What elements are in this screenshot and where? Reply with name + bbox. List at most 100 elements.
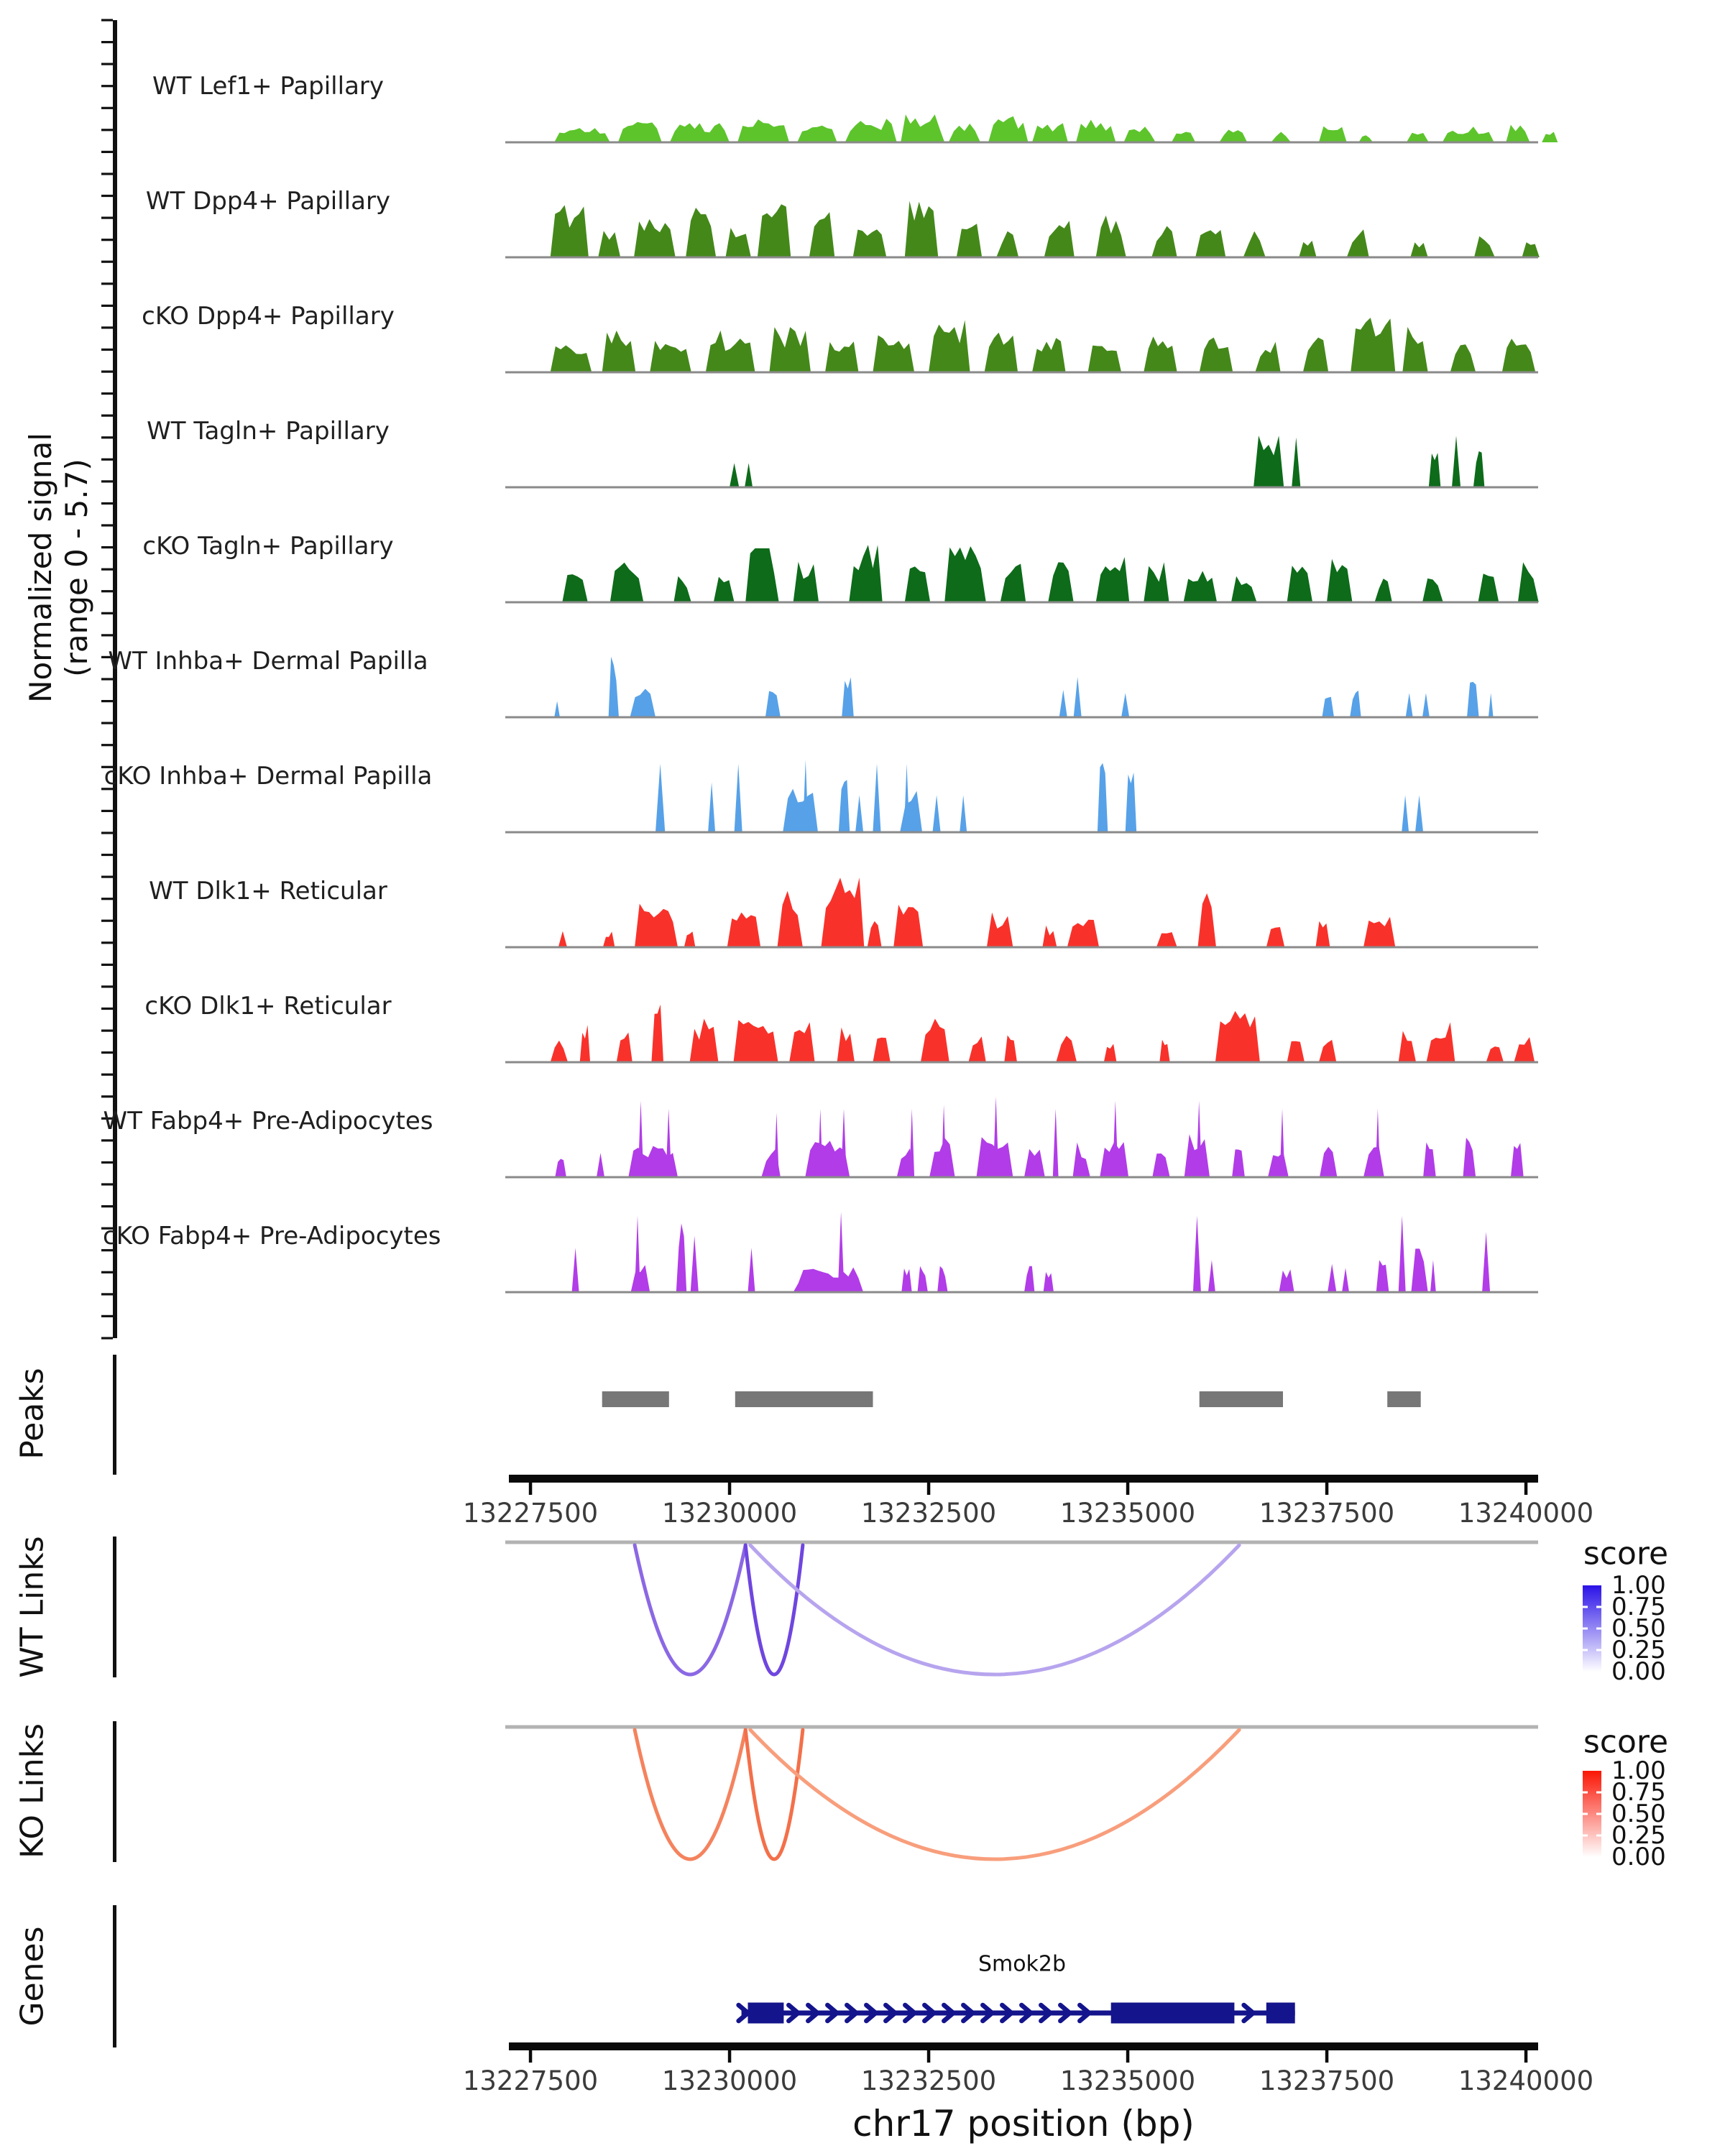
legend-tick-label: 0.75 bbox=[1611, 1778, 1666, 1807]
signal-peak bbox=[777, 890, 803, 947]
strand-arrow-icon bbox=[786, 2002, 802, 2024]
signal-peak bbox=[1231, 576, 1257, 602]
y-axis-tick bbox=[101, 744, 113, 747]
signal-peak bbox=[873, 763, 881, 832]
signal-peak bbox=[1144, 562, 1169, 602]
y-axis-tick bbox=[101, 172, 113, 175]
signal-peak bbox=[904, 566, 931, 602]
legend-tick bbox=[1596, 1627, 1601, 1630]
peak-interval bbox=[1387, 1391, 1421, 1407]
signal-peak bbox=[1442, 126, 1494, 142]
signal-peak bbox=[1183, 571, 1218, 602]
signal-peak bbox=[1032, 338, 1066, 372]
legend-tick-label: 0.25 bbox=[1611, 1636, 1666, 1664]
signal-peak bbox=[1315, 921, 1330, 947]
ko-link-arc bbox=[748, 1728, 1241, 1861]
gene-exon bbox=[1110, 2002, 1235, 2024]
signal-peak bbox=[635, 1215, 640, 1292]
strand-arrow-icon bbox=[1058, 2002, 1074, 2024]
signal-peak bbox=[904, 201, 939, 257]
signal-peak bbox=[1067, 919, 1100, 947]
signal-peak bbox=[1215, 1010, 1260, 1062]
signal-peak bbox=[900, 791, 923, 832]
signal-track-8 bbox=[505, 877, 1538, 949]
signal-peak bbox=[789, 1022, 815, 1062]
track-label: cKO Inhba+ Dermal Papilla bbox=[104, 762, 433, 791]
strand-arrow-icon bbox=[1241, 2002, 1257, 2024]
signal-peak bbox=[825, 341, 859, 372]
peak-interval bbox=[1199, 1391, 1283, 1407]
signal-peak bbox=[1024, 1148, 1045, 1177]
signal-peak bbox=[993, 1097, 999, 1177]
y-axis-tick bbox=[101, 194, 113, 198]
ko-link-arc bbox=[632, 1728, 748, 1861]
y-axis-tick bbox=[101, 1183, 113, 1186]
signal-peak bbox=[1328, 1263, 1337, 1292]
signal-track-9 bbox=[505, 1004, 1538, 1064]
y-axis-tick bbox=[101, 1117, 113, 1120]
signal-peak bbox=[1299, 240, 1317, 257]
signal-peak bbox=[1522, 242, 1540, 257]
signal-peak bbox=[689, 1018, 719, 1062]
signal-peak bbox=[1032, 123, 1068, 142]
y-axis-tick bbox=[101, 129, 113, 132]
signal-peak bbox=[554, 701, 560, 717]
y-axis-tick bbox=[101, 1139, 113, 1142]
signal-peak bbox=[1482, 1232, 1491, 1292]
signal-peak bbox=[793, 561, 819, 602]
signal-peak bbox=[1268, 1152, 1289, 1177]
signal-peak bbox=[1320, 1146, 1338, 1177]
signal-peak bbox=[1171, 132, 1196, 142]
gene-body-line bbox=[741, 2010, 1295, 2016]
signal-peak bbox=[571, 1248, 579, 1292]
signal-peak bbox=[901, 1268, 912, 1292]
genomic-axis-tick-label: 13235000 bbox=[1059, 2065, 1196, 2096]
y-axis-tick bbox=[101, 63, 113, 65]
signal-peak bbox=[1473, 451, 1485, 487]
genomic-axis-tick bbox=[1325, 2050, 1329, 2063]
wt-link-arc bbox=[632, 1543, 748, 1677]
signal-peak bbox=[867, 921, 882, 947]
signal-peak bbox=[1426, 1022, 1455, 1062]
signal-peak bbox=[550, 205, 589, 257]
y-axis-tick bbox=[101, 480, 113, 483]
y-axis-tick bbox=[101, 1161, 113, 1164]
genomic-axis-tick-label: 13232500 bbox=[860, 1498, 997, 1529]
y-axis-tick bbox=[101, 722, 113, 724]
signal-peak bbox=[1488, 693, 1494, 717]
signal-peak bbox=[1374, 579, 1392, 602]
genes-section-label: Genes bbox=[14, 1926, 51, 2027]
legend-tick-label: 0.50 bbox=[1611, 1800, 1666, 1828]
signal-peak bbox=[656, 763, 666, 832]
legend-tick bbox=[1583, 1812, 1588, 1815]
y-axis-tick bbox=[101, 1073, 113, 1076]
signal-peak bbox=[838, 780, 850, 832]
y-axis-tick bbox=[101, 655, 113, 658]
signal-peak bbox=[676, 1223, 687, 1292]
y-axis-tick bbox=[101, 1293, 113, 1296]
signal-peak bbox=[727, 912, 761, 947]
signal-peak bbox=[1415, 795, 1424, 832]
signal-peak bbox=[1076, 119, 1116, 142]
track-label: cKO Dpp4+ Papillary bbox=[142, 302, 395, 331]
genomic-axis-tick-label: 13232500 bbox=[860, 2065, 997, 2096]
signal-peak bbox=[1056, 1036, 1077, 1062]
signal-peak bbox=[793, 1267, 864, 1292]
y-axis-tick bbox=[101, 348, 113, 351]
y-axis-tick bbox=[101, 765, 113, 768]
signal-peak bbox=[1144, 336, 1177, 372]
strand-arrow-icon bbox=[1039, 2002, 1054, 2024]
signal-peak bbox=[1428, 453, 1441, 487]
signal-peak bbox=[1450, 344, 1476, 372]
signal-peak bbox=[797, 125, 837, 142]
signal-peak bbox=[673, 576, 691, 602]
signal-peak bbox=[1402, 795, 1409, 832]
y-axis-tick bbox=[101, 304, 113, 307]
signal-peak bbox=[909, 1108, 915, 1177]
signal-peak bbox=[948, 124, 980, 142]
signal-peak bbox=[842, 677, 854, 717]
y-axis-tick bbox=[101, 1051, 113, 1054]
wt-links-section-label: WT Links bbox=[14, 1536, 51, 1678]
